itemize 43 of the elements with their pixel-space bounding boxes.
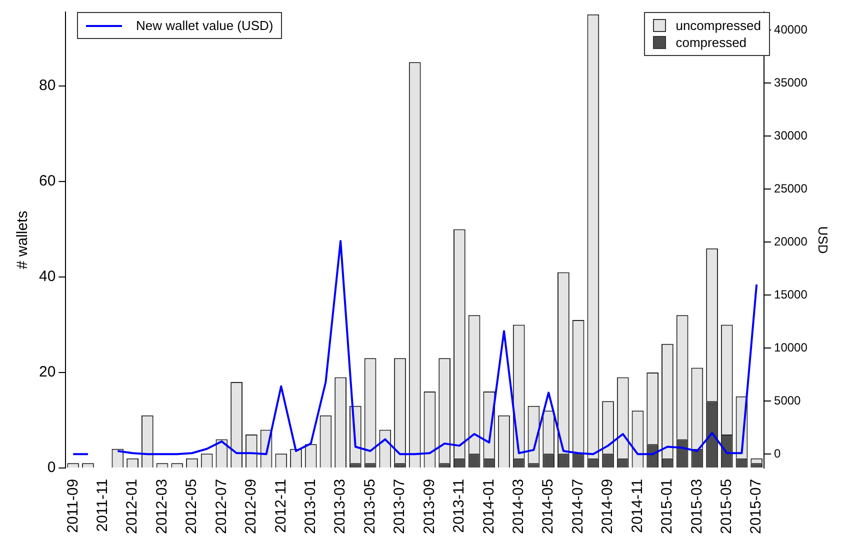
y-tick-label: 40: [38, 268, 56, 286]
x-tick-label: 2015-05: [718, 478, 736, 534]
y-tick-label: 60: [38, 172, 56, 190]
x-tick-label: 2012-07: [212, 478, 230, 534]
x-tick-label: 2014-09: [599, 478, 616, 534]
y2-tick-label: 10000: [774, 340, 808, 354]
x-tick-label: 2013-07: [391, 478, 408, 534]
x-tick-label: 2011-09: [64, 478, 82, 533]
x-tick-label: 2013-09: [420, 478, 438, 534]
x-tick-label: 2013-11: [450, 478, 468, 533]
x-tick-label: 2013-01: [302, 478, 319, 534]
x-tick-label: 2014-07: [569, 478, 586, 534]
x-tick-label: 2013-03: [332, 478, 349, 534]
y2-axis-title: USD: [816, 226, 831, 254]
x-tick-label: 2011-11: [94, 478, 111, 532]
x-tick-label: 2012-11: [272, 478, 290, 533]
x-tick-label: 2015-03: [688, 478, 706, 534]
y2-tick-label: 25000: [774, 181, 808, 196]
legend-label: compressed: [676, 34, 747, 51]
x-tick-label: 2012-01: [124, 478, 141, 534]
x-tick-label: 2014-05: [540, 478, 557, 534]
x-tick-label: 2013-05: [361, 478, 378, 534]
y2-tick-label: 30000: [774, 128, 808, 142]
x-tick-label: 2015-07: [748, 478, 765, 534]
x-tick-label: 2012-03: [153, 478, 170, 534]
y-axis-title: # wallets: [14, 210, 32, 270]
y2-tick-label: 0: [774, 446, 782, 460]
y2-tick-label: 20000: [774, 234, 808, 248]
x-tick-label: 2015-01: [658, 478, 676, 534]
y2-tick-label: 35000: [774, 75, 808, 90]
y2-tick-label: 40000: [774, 22, 808, 36]
y-tick-label: 0: [47, 459, 56, 476]
x-tick-label: 2014-03: [510, 478, 528, 534]
y-tick-label: 20: [38, 364, 56, 381]
y-tick-label: 80: [38, 77, 56, 94]
legend-label: uncompressed: [676, 17, 761, 34]
x-tick-label: 2014-11: [628, 478, 646, 533]
x-tick-label: 2012-09: [242, 478, 260, 534]
x-tick-label: 2014-01: [480, 478, 498, 534]
y2-tick-label: 5000: [774, 393, 802, 408]
y2-tick-label: 15000: [774, 287, 808, 302]
x-tick-label: 2012-05: [183, 478, 200, 534]
legend-label: New wallet value (USD): [136, 17, 274, 34]
